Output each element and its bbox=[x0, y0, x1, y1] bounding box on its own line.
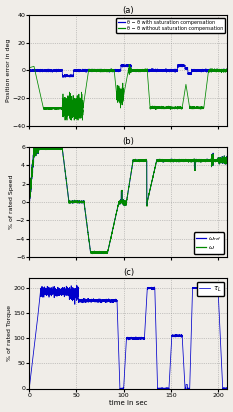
Legend: $\omega_{ref}$, $\omega$: $\omega_{ref}$, $\omega$ bbox=[194, 232, 224, 254]
Title: (a): (a) bbox=[123, 5, 134, 14]
Y-axis label: Position error in deg: Position error in deg bbox=[6, 39, 10, 102]
Legend: θ − θ̂ with saturation compensation, θ − θ̂ without saturation compensation: θ − θ̂ with saturation compensation, θ −… bbox=[116, 18, 225, 33]
Y-axis label: % of rated Speed: % of rated Speed bbox=[9, 175, 14, 229]
X-axis label: time in sec: time in sec bbox=[109, 400, 147, 407]
Title: (b): (b) bbox=[122, 137, 134, 146]
Y-axis label: % of rated Torque: % of rated Torque bbox=[7, 305, 12, 361]
Title: (c): (c) bbox=[123, 268, 134, 277]
Legend: $\tau_L$: $\tau_L$ bbox=[197, 282, 224, 296]
